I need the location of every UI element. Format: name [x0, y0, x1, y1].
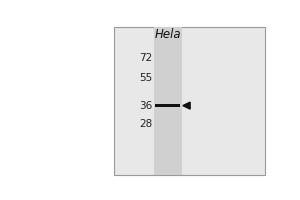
FancyBboxPatch shape	[154, 27, 182, 175]
Text: Hela: Hela	[154, 28, 181, 41]
Text: 72: 72	[139, 53, 153, 63]
Text: 55: 55	[139, 73, 153, 83]
Polygon shape	[183, 102, 190, 109]
Text: 36: 36	[139, 101, 153, 111]
FancyBboxPatch shape	[114, 27, 266, 175]
FancyBboxPatch shape	[155, 104, 181, 107]
Text: 28: 28	[139, 119, 153, 129]
